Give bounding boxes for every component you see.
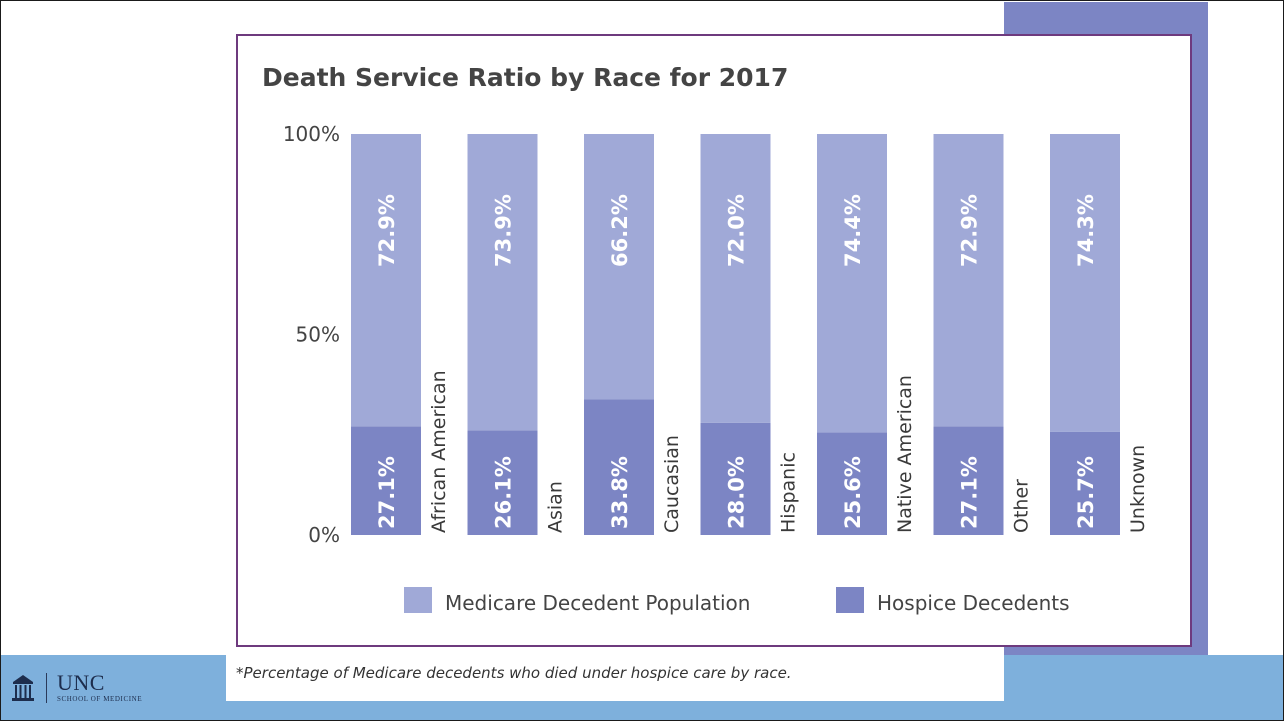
footnote: *Percentage of Medicare decedents who di…: [236, 664, 792, 682]
logo-separator: [46, 673, 47, 703]
footnote-panel: [226, 655, 1004, 701]
bar-medicare-hispanic: [700, 134, 771, 423]
data-label-hospice-african-american: 27.1%: [375, 456, 399, 529]
y-tick-label-50: 50%: [296, 323, 340, 347]
legend-label-hospice-decedents: Hospice Decedents: [877, 591, 1070, 615]
data-label-medicare-hispanic: 72.0%: [725, 194, 749, 267]
bar-medicare-unknown: [1050, 134, 1120, 432]
category-label-hispanic: Hispanic: [778, 452, 800, 533]
data-label-hospice-asian: 26.1%: [492, 456, 516, 529]
data-label-medicare-caucasian: 66.2%: [608, 194, 632, 267]
legend-label-medicare-decedent-population: Medicare Decedent Population: [445, 591, 750, 615]
bar-hospice-native-american: [817, 432, 887, 535]
data-label-medicare-asian: 73.9%: [492, 194, 516, 267]
chart-title: Death Service Ratio by Race for 2017: [262, 63, 789, 92]
category-label-caucasian: Caucasian: [661, 435, 683, 533]
bar-hospice-other: [933, 426, 1004, 535]
bar-hospice-asian: [467, 430, 538, 535]
category-label-african-american: African American: [428, 370, 450, 533]
logo-text: UNC SCHOOL OF MEDICINE: [57, 670, 143, 704]
bar-medicare-native-american: [817, 134, 887, 433]
category-label-other: Other: [1011, 479, 1033, 533]
data-label-hospice-other: 27.1%: [958, 456, 982, 529]
bar-medicare-african-american: [351, 134, 421, 427]
bar-medicare-asian: [467, 134, 538, 431]
data-label-medicare-native-american: 74.4%: [841, 194, 865, 267]
data-label-medicare-african-american: 72.9%: [375, 194, 399, 267]
old-well-icon: [12, 675, 34, 701]
data-label-hospice-native-american: 25.6%: [841, 456, 865, 529]
logo-sub-text: SCHOOL OF MEDICINE: [57, 695, 143, 703]
bar-medicare-caucasian: [584, 134, 654, 400]
legend-swatch-hospice-decedents: [836, 587, 864, 613]
bar-medicare-other: [933, 134, 1004, 427]
data-label-hospice-hispanic: 28.0%: [725, 456, 749, 529]
bar-hospice-african-american: [351, 426, 421, 535]
bar-hospice-caucasian: [584, 399, 654, 535]
data-label-medicare-other: 72.9%: [958, 194, 982, 267]
category-label-native-american: Native American: [894, 375, 916, 533]
y-tick-label-0: 0%: [308, 523, 340, 547]
unc-logo: UNC SCHOOL OF MEDICINE: [10, 670, 142, 706]
bar-hospice-hispanic: [700, 422, 771, 535]
bar-hospice-unknown: [1050, 431, 1120, 535]
logo-main-text: UNC: [57, 670, 105, 695]
data-label-hospice-unknown: 25.7%: [1074, 456, 1098, 529]
category-label-unknown: Unknown: [1127, 445, 1149, 533]
category-label-asian: Asian: [545, 481, 567, 533]
data-label-medicare-unknown: 74.3%: [1074, 194, 1098, 267]
legend-swatch-medicare-decedent-population: [404, 587, 432, 613]
data-label-hospice-caucasian: 33.8%: [608, 456, 632, 529]
y-tick-label-100: 100%: [283, 122, 340, 146]
